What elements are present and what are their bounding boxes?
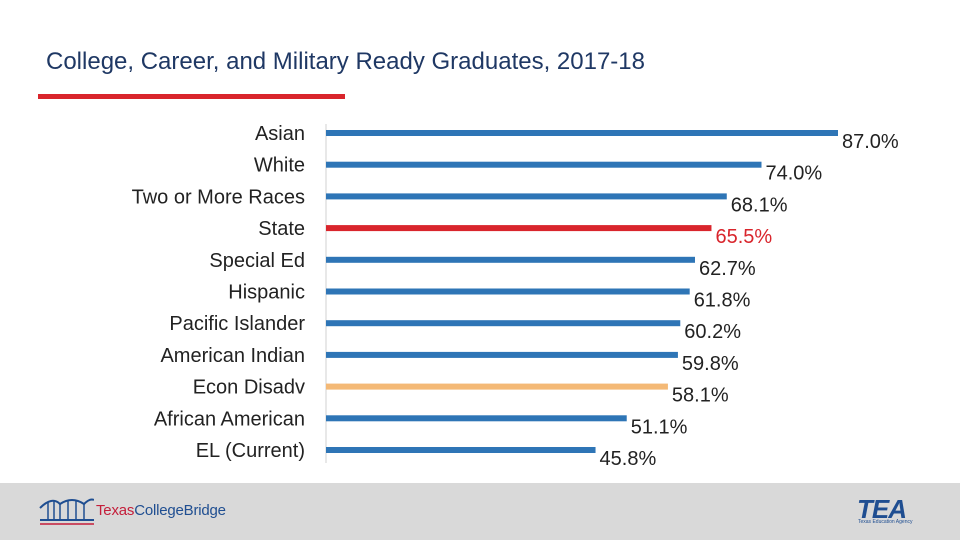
- texas-college-bridge-logo: TexasCollegeBridge: [96, 502, 226, 519]
- value-label: 65.5%: [715, 226, 772, 248]
- category-label: Hispanic: [228, 282, 305, 304]
- bar: [326, 256, 695, 263]
- value-label: 61.8%: [694, 290, 751, 312]
- bridge-logo-icon: [39, 498, 94, 525]
- value-label: 51.1%: [631, 416, 688, 438]
- value-label: 59.8%: [682, 353, 739, 375]
- category-label: Two or More Races: [132, 186, 305, 208]
- value-label: 87.0%: [842, 131, 899, 153]
- bar-chart: Asian 87.0% White 74.0% Two or More Races 68.…: [132, 123, 899, 470]
- bar: [326, 383, 668, 390]
- category-label: Pacific Islander: [169, 313, 305, 335]
- bar: [326, 447, 596, 453]
- logo-text-collegebridge: CollegeBridge: [134, 502, 226, 519]
- category-label: Special Ed: [209, 250, 305, 272]
- chart-title: College, Career, and Military Ready Grad…: [46, 48, 645, 75]
- bar: [326, 130, 838, 136]
- bar: [326, 193, 727, 200]
- tea-logo: TEA: [857, 494, 907, 524]
- logo-text-texas: Texas: [96, 502, 135, 519]
- category-label: White: [254, 155, 305, 177]
- title-underline: [38, 94, 345, 99]
- footer-bar: [0, 483, 960, 540]
- value-label: 60.2%: [684, 321, 741, 343]
- category-label: American Indian: [160, 345, 305, 367]
- bar: [326, 161, 762, 168]
- tea-logo-subtitle: Texas Education Agency: [858, 519, 913, 525]
- value-label: 58.1%: [672, 385, 729, 407]
- value-label: 62.7%: [699, 258, 756, 280]
- bar: [326, 320, 681, 327]
- bar: [326, 225, 712, 232]
- bar: [326, 415, 627, 422]
- category-label: Econ Disadv: [193, 377, 305, 399]
- category-label: Asian: [255, 123, 305, 145]
- category-label: State: [258, 218, 305, 240]
- category-label: African American: [154, 408, 305, 430]
- value-label: 68.1%: [731, 194, 788, 216]
- bar: [326, 351, 678, 358]
- bar: [326, 288, 690, 295]
- value-label: 74.0%: [765, 163, 822, 185]
- category-label: EL (Current): [196, 440, 305, 462]
- value-label: 45.8%: [600, 448, 657, 470]
